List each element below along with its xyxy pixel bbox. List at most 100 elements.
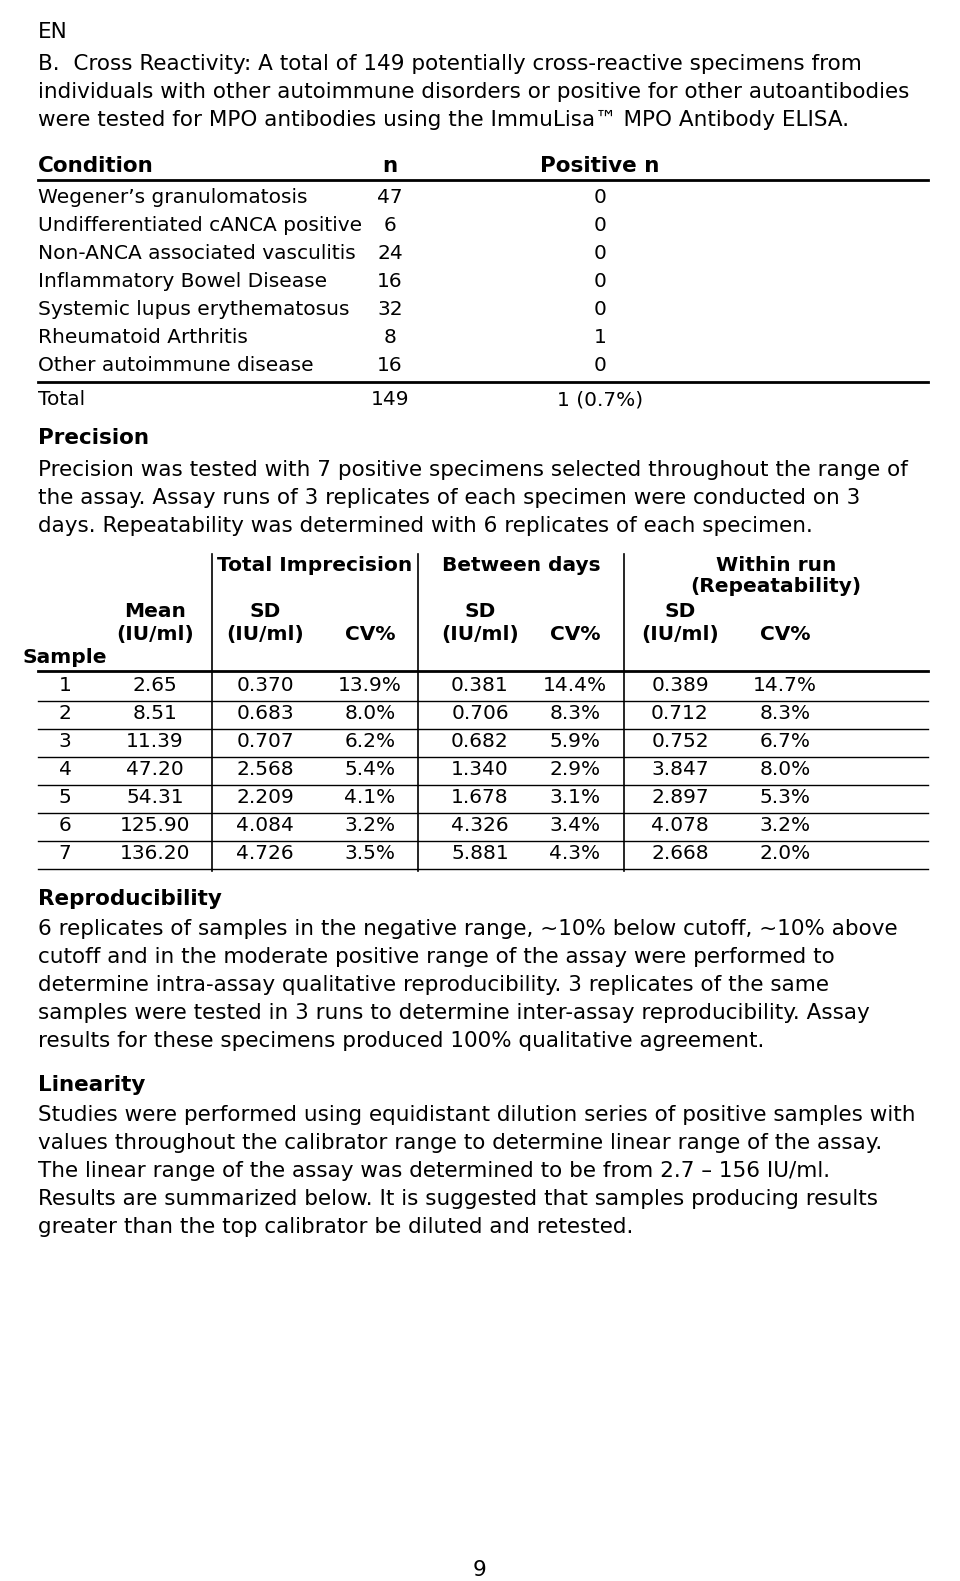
Text: 8.51: 8.51 <box>132 704 178 723</box>
Text: values throughout the calibrator range to determine linear range of the assay.: values throughout the calibrator range t… <box>38 1134 882 1153</box>
Text: 0: 0 <box>593 217 607 236</box>
Text: Between days: Between days <box>442 557 600 575</box>
Text: 0.712: 0.712 <box>651 704 708 723</box>
Text: 4.3%: 4.3% <box>549 844 601 863</box>
Text: 5.9%: 5.9% <box>549 732 601 751</box>
Text: 2.209: 2.209 <box>236 787 294 806</box>
Text: 8.0%: 8.0% <box>345 704 396 723</box>
Text: 7: 7 <box>59 844 71 863</box>
Text: Reproducibility: Reproducibility <box>38 889 222 909</box>
Text: 6: 6 <box>384 217 396 236</box>
Text: Wegener’s granulomatosis: Wegener’s granulomatosis <box>38 188 307 207</box>
Text: 5.4%: 5.4% <box>345 760 396 779</box>
Text: 3.1%: 3.1% <box>549 787 601 806</box>
Text: 6 replicates of samples in the negative range, ~10% below cutoff, ~10% above: 6 replicates of samples in the negative … <box>38 919 898 939</box>
Text: results for these specimens produced 100% qualitative agreement.: results for these specimens produced 100… <box>38 1031 764 1051</box>
Text: samples were tested in 3 runs to determine inter-assay reproducibility. Assay: samples were tested in 3 runs to determi… <box>38 1002 870 1023</box>
Text: 2.65: 2.65 <box>132 677 178 696</box>
Text: 4.326: 4.326 <box>451 816 509 835</box>
Text: 2.568: 2.568 <box>236 760 294 779</box>
Text: 11.39: 11.39 <box>126 732 183 751</box>
Text: 8.3%: 8.3% <box>549 704 601 723</box>
Text: 3.2%: 3.2% <box>345 816 396 835</box>
Text: Other autoimmune disease: Other autoimmune disease <box>38 356 314 375</box>
Text: were tested for MPO antibodies using the ImmuLisa™ MPO Antibody ELISA.: were tested for MPO antibodies using the… <box>38 111 850 130</box>
Text: 2: 2 <box>59 704 71 723</box>
Text: 47: 47 <box>377 188 403 207</box>
Text: cutoff and in the moderate positive range of the assay were performed to: cutoff and in the moderate positive rang… <box>38 947 835 968</box>
Text: Within run: Within run <box>716 557 836 575</box>
Text: Undifferentiated cANCA positive: Undifferentiated cANCA positive <box>38 217 362 236</box>
Text: 3.2%: 3.2% <box>759 816 810 835</box>
Text: 0.752: 0.752 <box>651 732 708 751</box>
Text: 9: 9 <box>473 1560 487 1579</box>
Text: 1.340: 1.340 <box>451 760 509 779</box>
Text: 5: 5 <box>59 787 71 806</box>
Text: 32: 32 <box>377 300 403 319</box>
Text: 125.90: 125.90 <box>120 816 190 835</box>
Text: 47.20: 47.20 <box>126 760 184 779</box>
Text: 149: 149 <box>371 391 409 409</box>
Text: 0.682: 0.682 <box>451 732 509 751</box>
Text: 13.9%: 13.9% <box>338 677 402 696</box>
Text: 2.0%: 2.0% <box>759 844 810 863</box>
Text: 6.7%: 6.7% <box>759 732 810 751</box>
Text: 14.4%: 14.4% <box>543 677 607 696</box>
Text: CV%: CV% <box>345 624 396 643</box>
Text: 1: 1 <box>593 327 607 346</box>
Text: B.  Cross Reactivity: A total of 149 potentially cross-reactive specimens from: B. Cross Reactivity: A total of 149 pote… <box>38 54 862 74</box>
Text: 3.5%: 3.5% <box>345 844 396 863</box>
Text: 6.2%: 6.2% <box>345 732 396 751</box>
Text: determine intra-assay qualitative reproducibility. 3 replicates of the same: determine intra-assay qualitative reprod… <box>38 975 829 994</box>
Text: 16: 16 <box>377 356 403 375</box>
Text: Linearity: Linearity <box>38 1075 145 1096</box>
Text: 8: 8 <box>384 327 396 346</box>
Text: days. Repeatability was determined with 6 replicates of each specimen.: days. Repeatability was determined with … <box>38 515 813 536</box>
Text: Rheumatoid Arthritis: Rheumatoid Arthritis <box>38 327 248 346</box>
Text: 8.3%: 8.3% <box>759 704 810 723</box>
Text: Non-ANCA associated vasculitis: Non-ANCA associated vasculitis <box>38 243 356 262</box>
Text: 1 (0.7%): 1 (0.7%) <box>557 391 643 409</box>
Text: (IU/ml): (IU/ml) <box>442 624 518 643</box>
Text: Condition: Condition <box>38 157 154 175</box>
Text: individuals with other autoimmune disorders or positive for other autoantibodies: individuals with other autoimmune disord… <box>38 82 909 103</box>
Text: 0: 0 <box>593 300 607 319</box>
Text: the assay. Assay runs of 3 replicates of each specimen were conducted on 3: the assay. Assay runs of 3 replicates of… <box>38 489 860 508</box>
Text: (IU/ml): (IU/ml) <box>227 624 304 643</box>
Text: 14.7%: 14.7% <box>753 677 817 696</box>
Text: 0: 0 <box>593 356 607 375</box>
Text: 4.726: 4.726 <box>236 844 294 863</box>
Text: 54.31: 54.31 <box>126 787 183 806</box>
Text: CV%: CV% <box>759 624 810 643</box>
Text: Positive n: Positive n <box>540 157 660 175</box>
Text: The linear range of the assay was determined to be from 2.7 – 156 IU/ml.: The linear range of the assay was determ… <box>38 1160 830 1181</box>
Text: 5.3%: 5.3% <box>759 787 810 806</box>
Text: Total Imprecision: Total Imprecision <box>217 557 413 575</box>
Text: Inflammatory Bowel Disease: Inflammatory Bowel Disease <box>38 272 327 291</box>
Text: 0: 0 <box>593 243 607 262</box>
Text: 16: 16 <box>377 272 403 291</box>
Text: Systemic lupus erythematosus: Systemic lupus erythematosus <box>38 300 349 319</box>
Text: Total: Total <box>38 391 85 409</box>
Text: 1: 1 <box>59 677 71 696</box>
Text: 6: 6 <box>59 816 71 835</box>
Text: 4.084: 4.084 <box>236 816 294 835</box>
Text: 4.078: 4.078 <box>651 816 708 835</box>
Text: (IU/ml): (IU/ml) <box>641 624 719 643</box>
Text: 0.683: 0.683 <box>236 704 294 723</box>
Text: Sample: Sample <box>23 648 108 667</box>
Text: 24: 24 <box>377 243 403 262</box>
Text: 4.1%: 4.1% <box>345 787 396 806</box>
Text: 0: 0 <box>593 188 607 207</box>
Text: 8.0%: 8.0% <box>759 760 810 779</box>
Text: EN: EN <box>38 22 68 43</box>
Text: Studies were performed using equidistant dilution series of positive samples wit: Studies were performed using equidistant… <box>38 1105 916 1126</box>
Text: 0.389: 0.389 <box>651 677 708 696</box>
Text: 3.4%: 3.4% <box>549 816 601 835</box>
Text: 0.707: 0.707 <box>236 732 294 751</box>
Text: Mean: Mean <box>124 602 186 621</box>
Text: 2.897: 2.897 <box>651 787 708 806</box>
Text: Results are summarized below. It is suggested that samples producing results: Results are summarized below. It is sugg… <box>38 1189 878 1209</box>
Text: 136.20: 136.20 <box>120 844 190 863</box>
Text: SD: SD <box>250 602 280 621</box>
